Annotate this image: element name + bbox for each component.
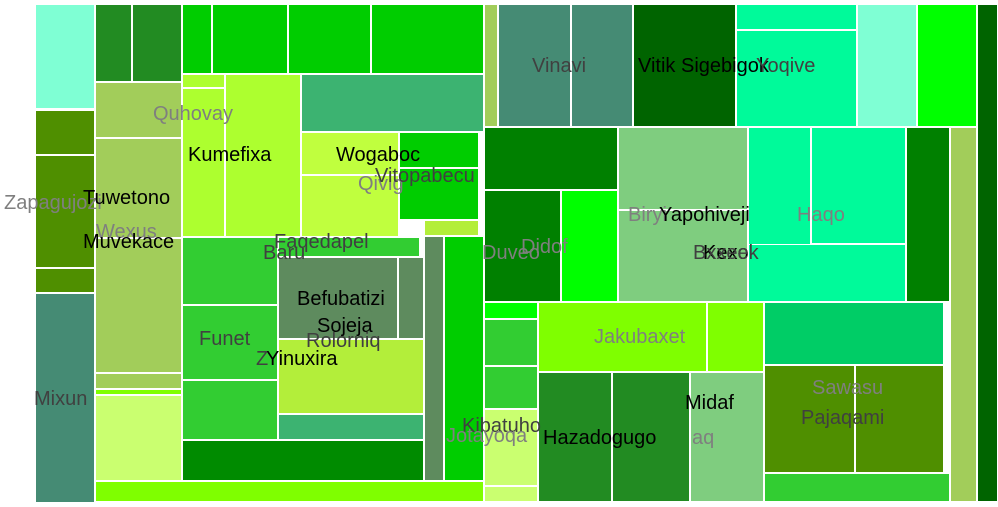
treemap-cell bbox=[182, 4, 212, 74]
treemap-cell bbox=[212, 4, 288, 74]
treemap-cell bbox=[35, 268, 95, 293]
treemap-cell bbox=[398, 257, 424, 339]
treemap-cell bbox=[35, 293, 95, 503]
treemap-cell bbox=[35, 4, 95, 109]
treemap-cell bbox=[278, 339, 424, 414]
treemap-cell bbox=[707, 302, 764, 372]
treemap-cell bbox=[182, 380, 278, 440]
treemap-cell bbox=[95, 238, 182, 373]
treemap-cell bbox=[35, 155, 95, 268]
treemap-cell bbox=[95, 389, 182, 395]
treemap-cell bbox=[371, 4, 484, 74]
treemap-cell bbox=[182, 440, 424, 481]
treemap-cell bbox=[278, 257, 398, 339]
treemap-cell bbox=[301, 132, 399, 175]
treemap-cell bbox=[748, 244, 906, 302]
treemap-cell bbox=[561, 190, 618, 302]
treemap-cell bbox=[444, 236, 484, 481]
treemap-cell bbox=[484, 319, 538, 366]
treemap-cell bbox=[484, 4, 498, 127]
treemap-cell bbox=[132, 4, 182, 82]
treemap-cell bbox=[424, 220, 479, 236]
treemap-cell bbox=[736, 4, 857, 30]
treemap-cell bbox=[301, 74, 484, 132]
treemap-cell bbox=[288, 4, 371, 74]
treemap-cell bbox=[424, 236, 444, 481]
treemap-cell bbox=[736, 30, 857, 127]
treemap-cell bbox=[977, 4, 998, 502]
treemap-cell bbox=[633, 4, 736, 127]
treemap-cell bbox=[538, 372, 612, 502]
treemap-cell bbox=[399, 168, 479, 220]
treemap-cell bbox=[917, 4, 977, 127]
treemap-cell bbox=[95, 395, 182, 481]
treemap-cell bbox=[855, 365, 944, 473]
treemap-cell bbox=[764, 473, 950, 502]
treemap-cell bbox=[811, 127, 906, 244]
treemap-cell bbox=[484, 190, 561, 302]
treemap-cell bbox=[764, 365, 855, 473]
treemap-cell bbox=[618, 210, 748, 302]
treemap-cell bbox=[182, 74, 225, 88]
treemap-cell bbox=[35, 110, 95, 155]
treemap-cell bbox=[95, 138, 182, 238]
treemap-cell bbox=[95, 4, 132, 82]
treemap-cell bbox=[225, 74, 301, 237]
treemap-cell bbox=[278, 414, 424, 440]
treemap-cell bbox=[538, 302, 707, 372]
treemap-cell bbox=[95, 82, 182, 138]
treemap-cell bbox=[857, 4, 917, 127]
treemap-cell bbox=[484, 302, 538, 319]
treemap-cell bbox=[484, 486, 538, 502]
treemap-cell bbox=[498, 4, 571, 127]
treemap-cell bbox=[95, 373, 182, 389]
treemap-cell bbox=[182, 88, 225, 237]
treemap-cell bbox=[95, 481, 484, 502]
treemap-cell bbox=[278, 237, 420, 257]
treemap-cell bbox=[906, 127, 950, 302]
treemap-cell bbox=[399, 132, 479, 168]
treemap-cell bbox=[182, 305, 278, 380]
treemap-cell bbox=[484, 127, 618, 190]
treemap-cell bbox=[950, 127, 977, 502]
treemap-cell bbox=[484, 366, 538, 409]
treemap-cell bbox=[618, 127, 748, 210]
treemap-cell bbox=[612, 372, 690, 502]
treemap-cell bbox=[690, 372, 764, 502]
treemap-cell bbox=[764, 302, 944, 365]
treemap-cell bbox=[301, 175, 399, 237]
treemap-cell bbox=[571, 4, 633, 127]
treemap-cell bbox=[182, 237, 278, 305]
treemap-cell bbox=[484, 409, 538, 486]
